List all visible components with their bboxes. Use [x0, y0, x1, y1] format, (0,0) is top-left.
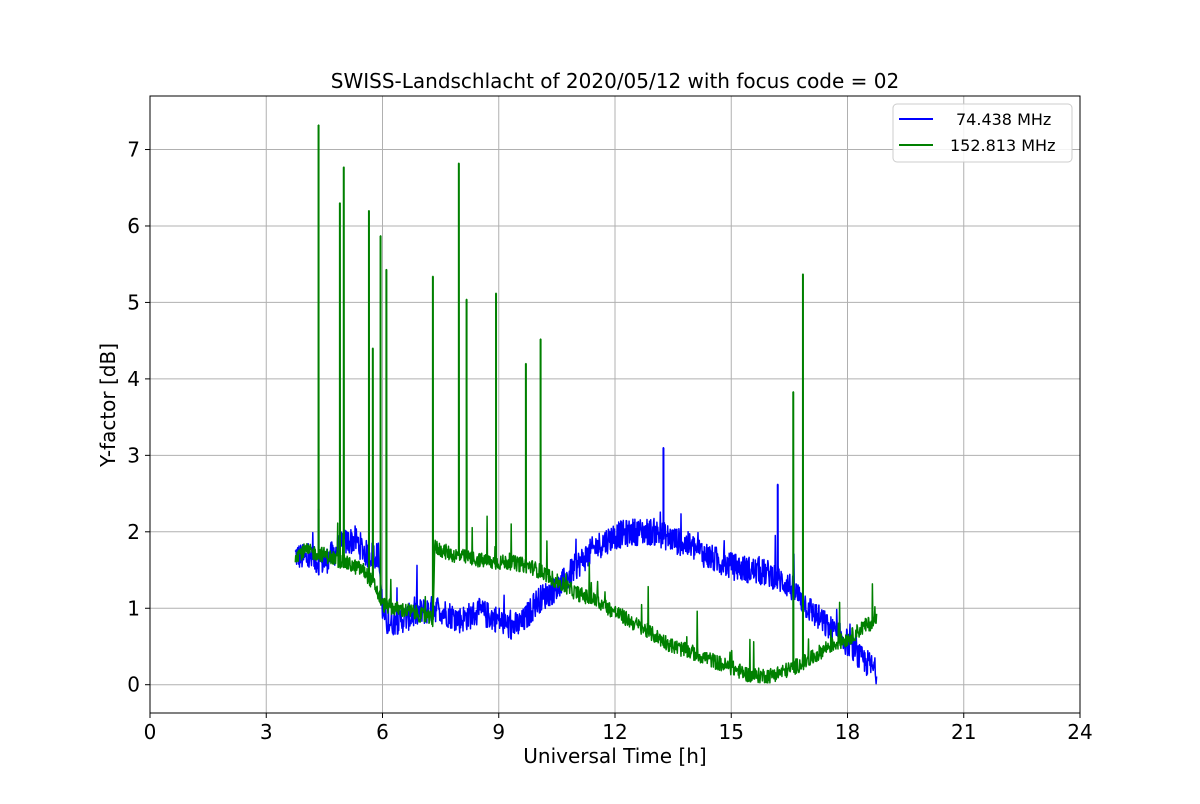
legend: 74.438 MHz 152.813 MHz — [892, 103, 1073, 163]
x-tick-label: 24 — [1067, 720, 1092, 744]
series-line-152-mhz — [294, 124, 878, 684]
y-tick-label: 7 — [127, 138, 140, 162]
x-axis-label: Universal Time [h] — [523, 744, 706, 768]
legend-label-74-mhz: 74.438 MHz — [956, 110, 1051, 129]
y-tick-label: 6 — [127, 214, 140, 238]
chart-title: SWISS-Landschlacht of 2020/05/12 with fo… — [331, 69, 899, 93]
x-tick-label: 3 — [260, 720, 273, 744]
y-tick-label: 2 — [127, 520, 140, 544]
y-tick-label: 0 — [127, 673, 140, 697]
x-tick-label: 0 — [144, 720, 157, 744]
x-tick-label: 6 — [376, 720, 389, 744]
x-tick-label: 12 — [602, 720, 627, 744]
y-tick-label: 1 — [127, 596, 140, 620]
x-tick-label: 15 — [719, 720, 744, 744]
x-tick-label: 9 — [492, 720, 505, 744]
y-axis-label: Y-factor [dB] — [96, 343, 120, 468]
x-tick-label: 21 — [951, 720, 976, 744]
y-tick-label: 3 — [127, 443, 140, 467]
x-tick-label: 18 — [835, 720, 860, 744]
legend-label-152-mhz: 152.813 MHz — [950, 136, 1055, 155]
legend-box — [892, 103, 1073, 163]
y-tick-label: 4 — [127, 367, 140, 391]
y-tick-label: 5 — [127, 290, 140, 314]
series-line-74-mhz — [294, 446, 878, 685]
series-group — [294, 124, 878, 685]
